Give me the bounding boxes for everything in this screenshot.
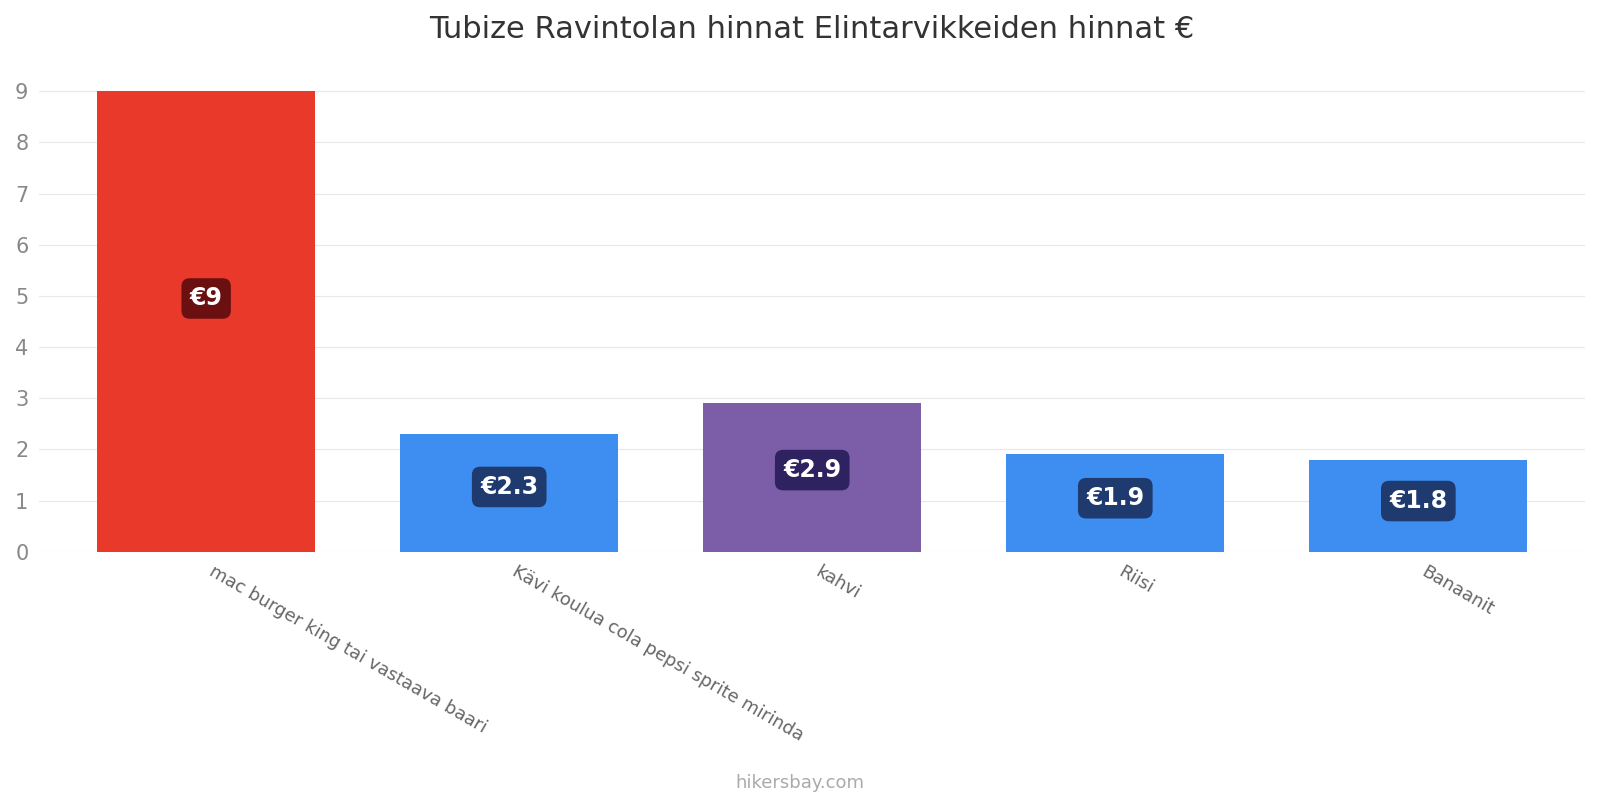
Bar bbox=[1309, 460, 1528, 552]
Text: hikersbay.com: hikersbay.com bbox=[736, 774, 864, 792]
Text: €2.3: €2.3 bbox=[480, 475, 538, 499]
Bar bbox=[98, 91, 315, 552]
Bar bbox=[400, 434, 618, 552]
Text: €1.8: €1.8 bbox=[1389, 489, 1448, 513]
Title: Tubize Ravintolan hinnat Elintarvikkeiden hinnat €: Tubize Ravintolan hinnat Elintarvikkeide… bbox=[430, 15, 1195, 44]
Bar bbox=[1006, 454, 1224, 552]
Bar bbox=[702, 403, 922, 552]
Text: €9: €9 bbox=[190, 286, 222, 310]
Text: €1.9: €1.9 bbox=[1086, 486, 1144, 510]
Text: €2.9: €2.9 bbox=[782, 458, 842, 482]
